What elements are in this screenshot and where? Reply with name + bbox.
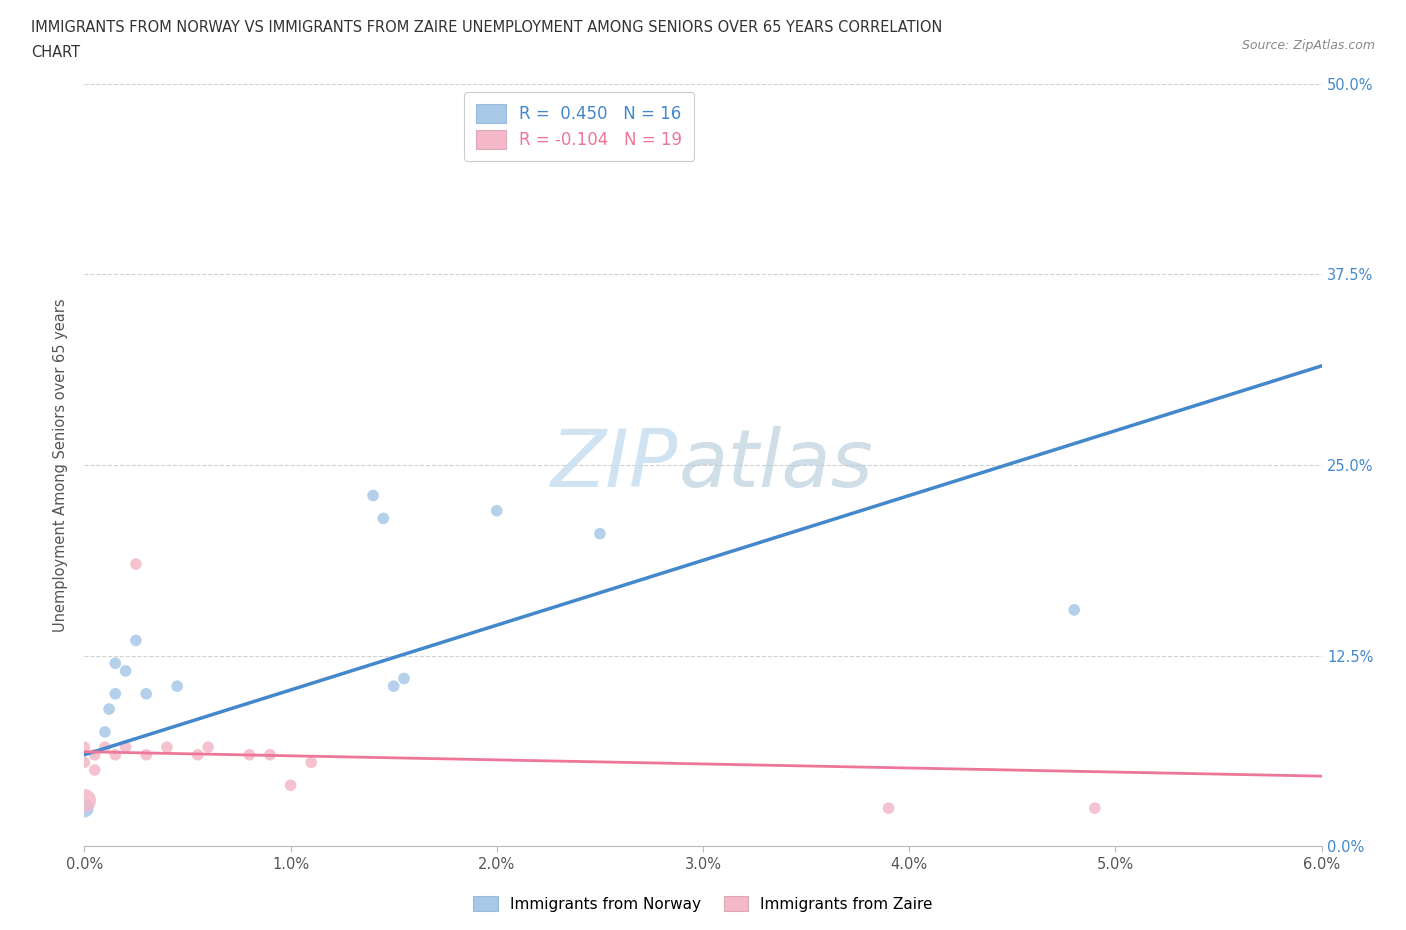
Point bbox=[589, 526, 612, 541]
Point bbox=[259, 748, 281, 763]
Point bbox=[73, 801, 96, 816]
Text: atlas: atlas bbox=[678, 426, 873, 504]
Point bbox=[94, 724, 117, 739]
Point bbox=[1084, 801, 1107, 816]
Point bbox=[104, 748, 127, 763]
Legend: R =  0.450   N = 16, R = -0.104   N = 19: R = 0.450 N = 16, R = -0.104 N = 19 bbox=[464, 92, 695, 161]
Point bbox=[125, 633, 148, 648]
Point bbox=[135, 686, 157, 701]
Point bbox=[280, 777, 302, 792]
Point bbox=[73, 739, 96, 754]
Point bbox=[73, 755, 96, 770]
Point bbox=[197, 739, 219, 754]
Point bbox=[877, 801, 900, 816]
Point bbox=[114, 739, 136, 754]
Point bbox=[104, 656, 127, 671]
Point bbox=[166, 679, 188, 694]
Text: CHART: CHART bbox=[31, 45, 80, 60]
Point bbox=[73, 793, 96, 808]
Point bbox=[83, 763, 105, 777]
Text: Source: ZipAtlas.com: Source: ZipAtlas.com bbox=[1241, 39, 1375, 52]
Point bbox=[83, 748, 105, 763]
Point bbox=[187, 748, 209, 763]
Point bbox=[98, 701, 121, 716]
Point bbox=[1063, 603, 1085, 618]
Text: IMMIGRANTS FROM NORWAY VS IMMIGRANTS FROM ZAIRE UNEMPLOYMENT AMONG SENIORS OVER : IMMIGRANTS FROM NORWAY VS IMMIGRANTS FRO… bbox=[31, 20, 942, 35]
Y-axis label: Unemployment Among Seniors over 65 years: Unemployment Among Seniors over 65 years bbox=[53, 299, 69, 631]
Point bbox=[382, 679, 405, 694]
Point bbox=[485, 503, 508, 518]
Point bbox=[156, 739, 179, 754]
Point bbox=[238, 748, 260, 763]
Point bbox=[135, 748, 157, 763]
Point bbox=[94, 739, 117, 754]
Point bbox=[361, 488, 384, 503]
Point bbox=[104, 686, 127, 701]
Point bbox=[114, 663, 136, 678]
Text: ZIP: ZIP bbox=[551, 426, 678, 504]
Legend: Immigrants from Norway, Immigrants from Zaire: Immigrants from Norway, Immigrants from … bbox=[467, 889, 939, 918]
Point bbox=[373, 511, 395, 525]
Point bbox=[125, 557, 148, 572]
Point bbox=[299, 755, 322, 770]
Point bbox=[392, 671, 415, 686]
